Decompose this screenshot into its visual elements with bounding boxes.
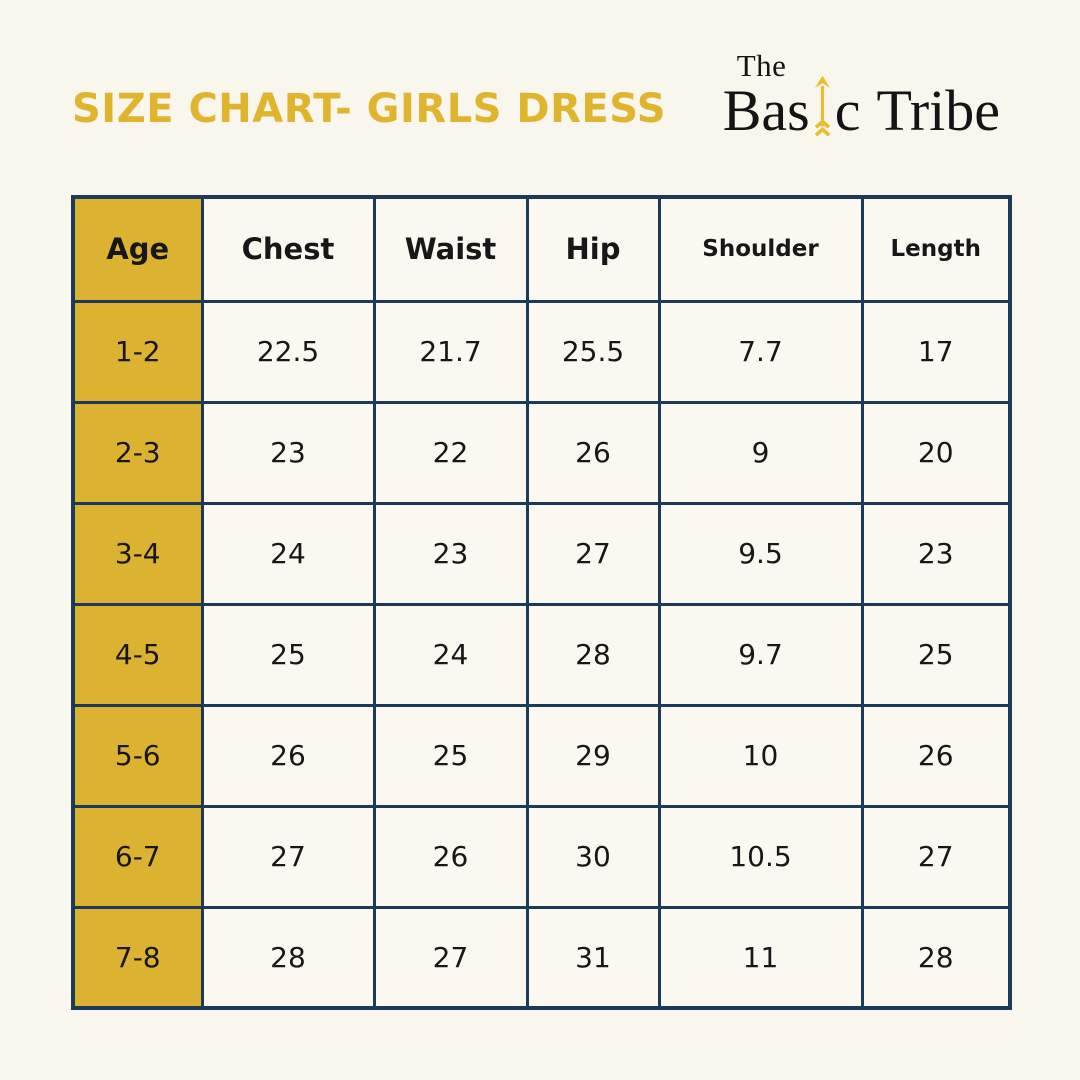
brand-logo: The Bas c Tribe bbox=[723, 48, 1000, 141]
age-cell: 5-6 bbox=[71, 703, 204, 808]
value-cell: 31 bbox=[525, 905, 661, 1010]
logo-wordmark: Bas c Tribe bbox=[723, 75, 1000, 141]
value-cell: 28 bbox=[525, 602, 661, 707]
table-row: 4-5 25 24 28 9.7 25 bbox=[71, 602, 1012, 707]
value-cell: 26 bbox=[860, 703, 1012, 808]
age-cell: 1-2 bbox=[71, 299, 204, 404]
value-cell: 10 bbox=[657, 703, 864, 808]
page-title: SIZE CHART- GIRLS DRESS bbox=[72, 86, 667, 132]
value-cell: 20 bbox=[860, 400, 1012, 505]
value-cell: 25.5 bbox=[525, 299, 661, 404]
value-cell: 22 bbox=[372, 400, 529, 505]
value-cell: 23 bbox=[860, 501, 1012, 606]
column-header-shoulder: Shoulder bbox=[657, 195, 864, 303]
value-cell: 26 bbox=[372, 804, 529, 909]
value-cell: 9.5 bbox=[657, 501, 864, 606]
age-cell: 4-5 bbox=[71, 602, 204, 707]
value-cell: 27 bbox=[372, 905, 529, 1010]
logo-basic-suffix: c bbox=[834, 78, 861, 143]
table-row: 7-8 28 27 31 11 28 bbox=[71, 905, 1012, 1010]
value-cell: 26 bbox=[525, 400, 661, 505]
value-cell: 27 bbox=[860, 804, 1012, 909]
table-row: 6-7 27 26 30 10.5 27 bbox=[71, 804, 1012, 909]
logo-the: The bbox=[736, 48, 787, 83]
age-cell: 2-3 bbox=[71, 400, 204, 505]
value-cell: 28 bbox=[860, 905, 1012, 1010]
value-cell: 9 bbox=[657, 400, 864, 505]
value-cell: 24 bbox=[200, 501, 376, 606]
table-head: Age Chest Waist Hip Shoulder Length bbox=[71, 195, 1012, 303]
value-cell: 11 bbox=[657, 905, 864, 1010]
table-row: 1-2 22.5 21.7 25.5 7.7 17 bbox=[71, 299, 1012, 404]
logo-tribe: Tribe bbox=[876, 78, 1000, 143]
age-cell: 6-7 bbox=[71, 804, 204, 909]
value-cell: 28 bbox=[200, 905, 376, 1010]
column-header-chest: Chest bbox=[200, 195, 376, 303]
value-cell: 22.5 bbox=[200, 299, 376, 404]
value-cell: 27 bbox=[200, 804, 376, 909]
value-cell: 25 bbox=[372, 703, 529, 808]
up-arrow-icon bbox=[814, 75, 830, 137]
column-header-hip: Hip bbox=[525, 195, 661, 303]
value-cell: 21.7 bbox=[372, 299, 529, 404]
value-cell: 24 bbox=[372, 602, 529, 707]
value-cell: 23 bbox=[372, 501, 529, 606]
column-header-age: Age bbox=[71, 195, 204, 303]
value-cell: 10.5 bbox=[657, 804, 864, 909]
logo-basic-prefix: Bas bbox=[722, 78, 810, 143]
value-cell: 25 bbox=[860, 602, 1012, 707]
age-cell: 7-8 bbox=[71, 905, 204, 1010]
value-cell: 17 bbox=[860, 299, 1012, 404]
column-header-waist: Waist bbox=[372, 195, 529, 303]
value-cell: 26 bbox=[200, 703, 376, 808]
value-cell: 23 bbox=[200, 400, 376, 505]
table-row: 3-4 24 23 27 9.5 23 bbox=[71, 501, 1012, 606]
column-header-length: Length bbox=[860, 195, 1012, 303]
size-chart-table: Age Chest Waist Hip Shoulder Length 1-2 22.5 21… bbox=[71, 195, 1012, 1010]
age-cell: 3-4 bbox=[71, 501, 204, 606]
table-row: 5-6 26 25 29 10 26 bbox=[71, 703, 1012, 808]
value-cell: 30 bbox=[525, 804, 661, 909]
value-cell: 7.7 bbox=[657, 299, 864, 404]
value-cell: 27 bbox=[525, 501, 661, 606]
value-cell: 25 bbox=[200, 602, 376, 707]
table-body: 1-2 22.5 21.7 25.5 7.7 17 2-3 23 22 26 9 20 3-4 24 23 2… bbox=[71, 299, 1012, 1010]
value-cell: 9.7 bbox=[657, 602, 864, 707]
value-cell: 29 bbox=[525, 703, 661, 808]
table-row: 2-3 23 22 26 9 20 bbox=[71, 400, 1012, 505]
header-row: Age Chest Waist Hip Shoulder Length bbox=[71, 195, 1012, 303]
